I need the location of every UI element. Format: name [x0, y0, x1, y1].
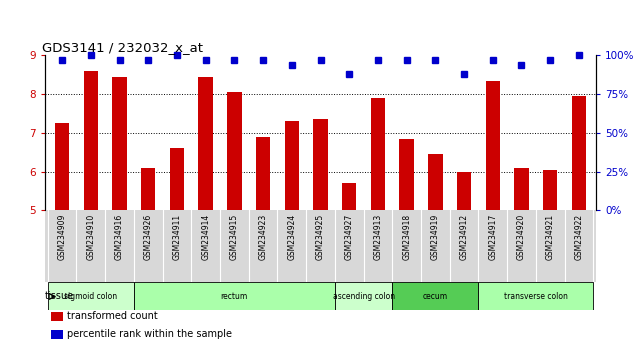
Bar: [543, 170, 558, 211]
Text: GSM234927: GSM234927: [345, 214, 354, 260]
Text: GSM234922: GSM234922: [574, 214, 583, 260]
Bar: [170, 148, 184, 211]
Bar: [313, 119, 328, 211]
Text: GSM234917: GSM234917: [488, 214, 497, 260]
Bar: [199, 77, 213, 211]
Text: GSM234923: GSM234923: [258, 214, 267, 260]
Text: GSM234911: GSM234911: [172, 214, 181, 260]
Bar: [392, 282, 478, 310]
Bar: [486, 81, 500, 211]
Text: GSM234915: GSM234915: [230, 214, 239, 260]
Text: tissue: tissue: [45, 291, 74, 302]
Text: ascending colon: ascending colon: [333, 292, 395, 301]
Bar: [428, 154, 442, 211]
Bar: [457, 172, 471, 211]
Bar: [370, 98, 385, 211]
Bar: [399, 139, 414, 211]
Bar: [342, 183, 356, 211]
Text: GSM234924: GSM234924: [287, 214, 296, 260]
Text: GSM234919: GSM234919: [431, 214, 440, 260]
Bar: [134, 282, 335, 310]
Bar: [141, 168, 155, 211]
Text: GSM234926: GSM234926: [144, 214, 153, 260]
Text: sigmoid colon: sigmoid colon: [64, 292, 117, 301]
Text: GSM234916: GSM234916: [115, 214, 124, 260]
Text: GSM234925: GSM234925: [316, 214, 325, 260]
Bar: [83, 71, 98, 211]
Bar: [227, 92, 242, 211]
Text: GSM234910: GSM234910: [87, 214, 96, 260]
Bar: [112, 77, 127, 211]
Bar: [285, 121, 299, 211]
Text: GSM234909: GSM234909: [58, 214, 67, 261]
Text: GSM234921: GSM234921: [545, 214, 554, 260]
Text: GSM234912: GSM234912: [460, 214, 469, 260]
Text: rectum: rectum: [221, 292, 248, 301]
Text: cecum: cecum: [423, 292, 448, 301]
Text: percentile rank within the sample: percentile rank within the sample: [67, 330, 232, 339]
Text: transverse colon: transverse colon: [504, 292, 568, 301]
Text: GSM234920: GSM234920: [517, 214, 526, 260]
Bar: [55, 123, 69, 211]
Text: GSM234914: GSM234914: [201, 214, 210, 260]
Bar: [572, 96, 586, 211]
Bar: [47, 282, 134, 310]
Bar: [256, 137, 271, 211]
Bar: [335, 282, 392, 310]
Bar: [514, 168, 529, 211]
Text: GDS3141 / 232032_x_at: GDS3141 / 232032_x_at: [42, 41, 203, 54]
Text: transformed count: transformed count: [67, 312, 158, 321]
Text: GSM234913: GSM234913: [374, 214, 383, 260]
Text: GSM234918: GSM234918: [402, 214, 411, 260]
Bar: [478, 282, 594, 310]
